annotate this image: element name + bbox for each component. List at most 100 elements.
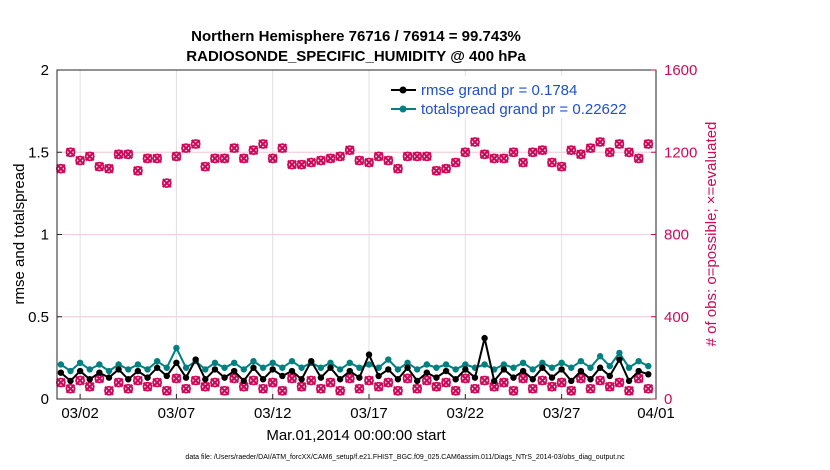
rmse-point xyxy=(125,376,132,383)
totalspread-point xyxy=(548,364,556,371)
rmse-point xyxy=(269,366,276,373)
obs-possible-marker xyxy=(431,165,442,176)
obs-evaluated-marker xyxy=(508,385,519,396)
obs-possible-marker xyxy=(364,157,374,168)
obs-evaluated-marker xyxy=(402,373,413,384)
x-tick-label: 03/17 xyxy=(350,405,388,422)
totalspread-point xyxy=(327,359,334,367)
obs-evaluated-marker xyxy=(325,153,336,164)
obs-evaluated-marker xyxy=(258,139,268,149)
footer-data-file: data file: /Users/raeder/DAI/ATM_forcXX/… xyxy=(185,454,625,461)
rmse-point xyxy=(202,376,209,383)
obs-evaluated-marker xyxy=(229,143,239,153)
obs-evaluated-marker xyxy=(537,145,548,155)
obs-evaluated-marker xyxy=(123,383,134,394)
obs-evaluated-marker xyxy=(316,383,326,394)
obs-possible-marker xyxy=(94,161,105,172)
obs-evaluated-marker xyxy=(162,178,172,188)
obs-evaluated-marker xyxy=(219,385,230,396)
obs-possible-marker xyxy=(489,153,500,164)
obs-evaluated-marker xyxy=(190,375,201,386)
obs-possible-marker xyxy=(161,178,172,188)
obs-evaluated-marker xyxy=(84,381,95,392)
rmse-point xyxy=(250,364,257,371)
obs-possible-marker xyxy=(460,147,471,158)
obs-evaluated-marker xyxy=(499,153,509,164)
y-right-tick-label: 0 xyxy=(664,391,672,408)
obs-possible-marker xyxy=(229,143,240,154)
obs-evaluated-marker xyxy=(393,163,403,174)
x-tick-label: 03/07 xyxy=(158,405,196,422)
obs-evaluated-marker xyxy=(104,385,114,396)
obs-possible-marker xyxy=(315,155,326,166)
obs-possible-marker xyxy=(123,149,134,160)
totalspread-point xyxy=(153,357,161,365)
obs-evaluated-marker xyxy=(335,151,345,162)
obs-possible-marker xyxy=(190,375,201,386)
obs-evaluated-marker xyxy=(84,151,95,162)
totalspread-point xyxy=(221,364,228,371)
obs-possible-marker xyxy=(181,383,191,394)
obs-evaluated-marker xyxy=(499,377,509,388)
obs-evaluated-marker xyxy=(643,383,654,394)
obs-evaluated-marker xyxy=(181,383,191,394)
rmse-point xyxy=(115,366,122,373)
obs-possible-marker xyxy=(258,383,268,394)
obs-evaluated-marker xyxy=(229,373,239,384)
totalspread-point xyxy=(317,364,325,371)
obs-evaluated-marker xyxy=(75,155,85,166)
obs-possible-marker xyxy=(624,147,634,158)
totalspread-point xyxy=(346,359,353,367)
rmse-point xyxy=(308,357,315,365)
obs-evaluated-marker xyxy=(441,163,451,174)
obs-possible-marker xyxy=(470,383,480,394)
obs-evaluated-marker xyxy=(94,161,105,172)
obs-possible-marker xyxy=(575,373,586,384)
rmse-point xyxy=(192,356,199,363)
rmse-point xyxy=(491,377,498,385)
obs-evaluated-marker xyxy=(450,157,461,168)
y-left-tick-label: 1.5 xyxy=(28,144,49,161)
x-tick-label: 04/01 xyxy=(637,405,675,422)
obs-evaluated-marker xyxy=(402,151,413,162)
obs-possible-marker xyxy=(470,137,480,147)
rmse-point xyxy=(462,366,469,373)
totalspread-point xyxy=(539,359,546,367)
totalspread-point xyxy=(211,359,219,367)
totalspread-point xyxy=(269,359,276,367)
obs-evaluated-marker xyxy=(296,159,307,170)
obs-evaluated-marker xyxy=(181,143,191,153)
rmse-point xyxy=(635,367,642,375)
obs-evaluated-marker xyxy=(306,375,317,386)
totalspread-point xyxy=(635,357,642,365)
obs-possible-marker xyxy=(498,153,509,164)
totalspread-point xyxy=(336,366,344,373)
obs-evaluated-marker xyxy=(277,385,288,396)
obs-evaluated-marker xyxy=(556,161,567,172)
obs-evaluated-marker xyxy=(267,153,278,164)
rmse-point xyxy=(76,367,84,375)
obs-evaluated-marker xyxy=(325,377,336,388)
obs-possible-marker xyxy=(643,139,654,149)
obs-possible-marker xyxy=(181,143,191,154)
rmse-point xyxy=(587,376,594,383)
obs-possible-marker xyxy=(431,381,442,392)
obs-evaluated-marker xyxy=(431,381,442,392)
obs-possible-marker xyxy=(238,153,249,164)
totalspread-point xyxy=(365,361,373,368)
obs-possible-marker xyxy=(267,153,278,164)
obs-evaluated-marker xyxy=(383,377,394,388)
legend-totalspread-marker xyxy=(399,105,407,113)
obs-evaluated-marker xyxy=(354,155,365,166)
obs-evaluated-marker xyxy=(162,385,172,396)
obs-possible-marker xyxy=(267,377,278,388)
totalspread-point xyxy=(625,364,633,371)
obs-evaluated-marker xyxy=(527,147,538,158)
rmse-point xyxy=(259,376,267,383)
series-layer xyxy=(55,137,654,396)
totalspread-point xyxy=(462,361,469,368)
obs-evaluated-marker xyxy=(566,145,577,155)
obs-evaluated-marker xyxy=(248,375,259,386)
totalspread-point xyxy=(144,366,151,373)
